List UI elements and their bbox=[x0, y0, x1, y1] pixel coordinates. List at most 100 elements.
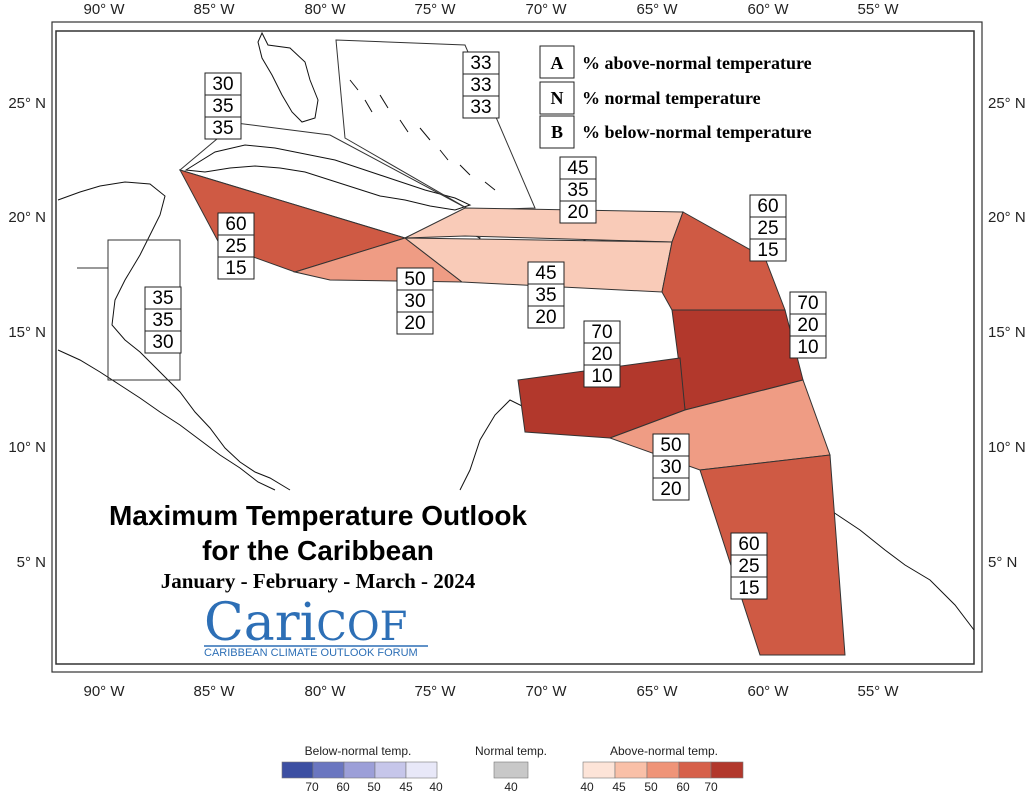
colorbar-below-swatch bbox=[281, 761, 314, 779]
lat-tick: 10° N bbox=[8, 439, 46, 456]
value-below-jamaica: 20 bbox=[404, 313, 425, 334]
title-background bbox=[60, 492, 520, 662]
value-normal-cayman: 25 bbox=[225, 236, 246, 257]
colorbar-above-tick: 40 bbox=[580, 780, 594, 791]
value-above-hispaniola-north: 45 bbox=[567, 158, 588, 179]
lon-tick: 60° W bbox=[747, 683, 789, 700]
lat-tick: 15° N bbox=[988, 324, 1026, 341]
value-normal-belize-honduras: 35 bbox=[152, 310, 173, 331]
colorbar-below-tick: 40 bbox=[429, 780, 443, 791]
lon-tick: 70° W bbox=[525, 1, 567, 18]
legend: A N B % above-normal temperature % norma… bbox=[539, 45, 812, 149]
longitude-ticks-bottom: 90° W 85° W 80° W 75° W 70° W 65° W 60° … bbox=[83, 683, 899, 700]
value-below-hispaniola-north: 20 bbox=[567, 202, 588, 223]
caricof-logo: CariCOF CARIBBEAN CLIMATE OUTLOOK FORUM bbox=[204, 593, 428, 659]
lon-tick: 85° W bbox=[193, 683, 235, 700]
value-box-below bbox=[204, 116, 242, 140]
value-above-jamaica: 50 bbox=[404, 269, 425, 290]
value-above-bahamas: 33 bbox=[470, 53, 491, 74]
value-box-below bbox=[217, 256, 255, 280]
logo-name-part1: Cari bbox=[204, 593, 316, 653]
value-box-below bbox=[396, 311, 434, 335]
value-below-bahamas: 33 bbox=[470, 97, 491, 118]
value-normal-abc-islands: 20 bbox=[591, 344, 612, 365]
value-below-trinidad: 20 bbox=[660, 479, 681, 500]
lat-tick: 25° N bbox=[988, 95, 1026, 112]
lon-tick: 60° W bbox=[747, 1, 789, 18]
value-below-northern-lesser-antilles: 15 bbox=[757, 240, 778, 261]
colorbar-above-tick: 50 bbox=[644, 780, 658, 791]
value-below-western-cuba: 35 bbox=[212, 118, 233, 139]
region-belize-honduras bbox=[107, 239, 181, 381]
colorbar-normal-tick: 40 bbox=[504, 780, 518, 791]
central-america-pacific-coast bbox=[57, 349, 276, 491]
colorbar-below-tick: 45 bbox=[399, 780, 413, 791]
lon-tick: 90° W bbox=[83, 683, 125, 700]
map-inner-frame bbox=[55, 30, 975, 665]
value-above-hispaniola-south: 45 bbox=[535, 263, 556, 284]
value-normal-jamaica: 30 bbox=[404, 291, 425, 312]
value-below-hispaniola-south: 20 bbox=[535, 307, 556, 328]
title-block: Maximum Temperature Outlook for the Cari… bbox=[60, 492, 527, 662]
value-below-cayman: 15 bbox=[225, 258, 246, 279]
value-normal-hispaniola-south: 35 bbox=[535, 285, 556, 306]
value-below-abc-islands: 10 bbox=[591, 366, 612, 387]
colorbar-normal-swatch bbox=[493, 761, 529, 779]
legend-key: B bbox=[551, 122, 563, 142]
lat-tick: 10° N bbox=[988, 439, 1026, 456]
colorbar-above-swatch bbox=[710, 761, 744, 779]
lat-tick: 25° N bbox=[8, 95, 46, 112]
legend-description: % above-normal temperature bbox=[582, 53, 812, 73]
lon-tick: 80° W bbox=[304, 1, 346, 18]
colorbar-title-normal: Normal temp. bbox=[475, 744, 547, 758]
lon-tick: 90° W bbox=[83, 1, 125, 18]
value-above-trinidad: 50 bbox=[660, 435, 681, 456]
value-below-windward-islands: 10 bbox=[797, 337, 818, 358]
lat-tick: 20° N bbox=[8, 209, 46, 226]
logo-name-part2: COF bbox=[316, 604, 407, 650]
mexico-border bbox=[77, 267, 109, 300]
value-box-below bbox=[749, 238, 787, 262]
value-normal-windward-islands: 20 bbox=[797, 315, 818, 336]
colorbar-above-swatch bbox=[646, 761, 680, 779]
lon-tick: 85° W bbox=[193, 1, 235, 18]
value-below-belize-honduras: 30 bbox=[152, 332, 173, 353]
lon-tick: 55° W bbox=[857, 683, 899, 700]
colorbar-below-tick: 60 bbox=[336, 780, 350, 791]
colorbar-below-swatch bbox=[405, 761, 438, 779]
colorbar-above-tick: 45 bbox=[612, 780, 626, 791]
value-box-below bbox=[527, 305, 565, 329]
lon-tick: 55° W bbox=[857, 1, 899, 18]
lon-tick: 75° W bbox=[414, 1, 456, 18]
colorbar-below-swatch bbox=[343, 761, 376, 779]
colorbar-title-below: Below-normal temp. bbox=[305, 744, 412, 758]
lon-tick: 65° W bbox=[636, 1, 678, 18]
value-box-below bbox=[730, 576, 768, 600]
colorbar-above-swatch bbox=[678, 761, 712, 779]
lon-tick: 65° W bbox=[636, 683, 678, 700]
colorbar-title-above: Above-normal temp. bbox=[610, 744, 718, 758]
value-above-belize-honduras: 35 bbox=[152, 288, 173, 309]
florida-coast bbox=[257, 31, 319, 123]
colorbar-above-swatch bbox=[614, 761, 648, 779]
colorbars: Below-normal temp. Normal temp. Above-no… bbox=[281, 744, 744, 791]
value-normal-trinidad: 30 bbox=[660, 457, 681, 478]
lon-tick: 75° W bbox=[414, 683, 456, 700]
bahamas-islands bbox=[349, 79, 496, 191]
value-normal-hispaniola-north: 35 bbox=[567, 180, 588, 201]
value-box-below bbox=[583, 364, 621, 388]
value-above-abc-islands: 70 bbox=[591, 322, 612, 343]
value-boxes: 3535303035353333336025155030204535204535… bbox=[144, 51, 827, 600]
map-title-line1: Maximum Temperature Outlook bbox=[109, 500, 527, 531]
value-above-guianas: 60 bbox=[738, 534, 759, 555]
value-normal-western-cuba: 35 bbox=[212, 96, 233, 117]
legend-key-box bbox=[539, 81, 575, 115]
lon-tick: 70° W bbox=[525, 683, 567, 700]
colorbar-below-swatch bbox=[374, 761, 407, 779]
lon-tick: 80° W bbox=[304, 683, 346, 700]
map-title-line2: for the Caribbean bbox=[202, 535, 434, 566]
lat-tick: 15° N bbox=[8, 324, 46, 341]
latitude-ticks-right: 25° N 20° N 15° N 10° N 5° N bbox=[988, 95, 1026, 571]
colorbar-below-tick: 50 bbox=[367, 780, 381, 791]
lat-tick: 5° N bbox=[988, 554, 1017, 571]
